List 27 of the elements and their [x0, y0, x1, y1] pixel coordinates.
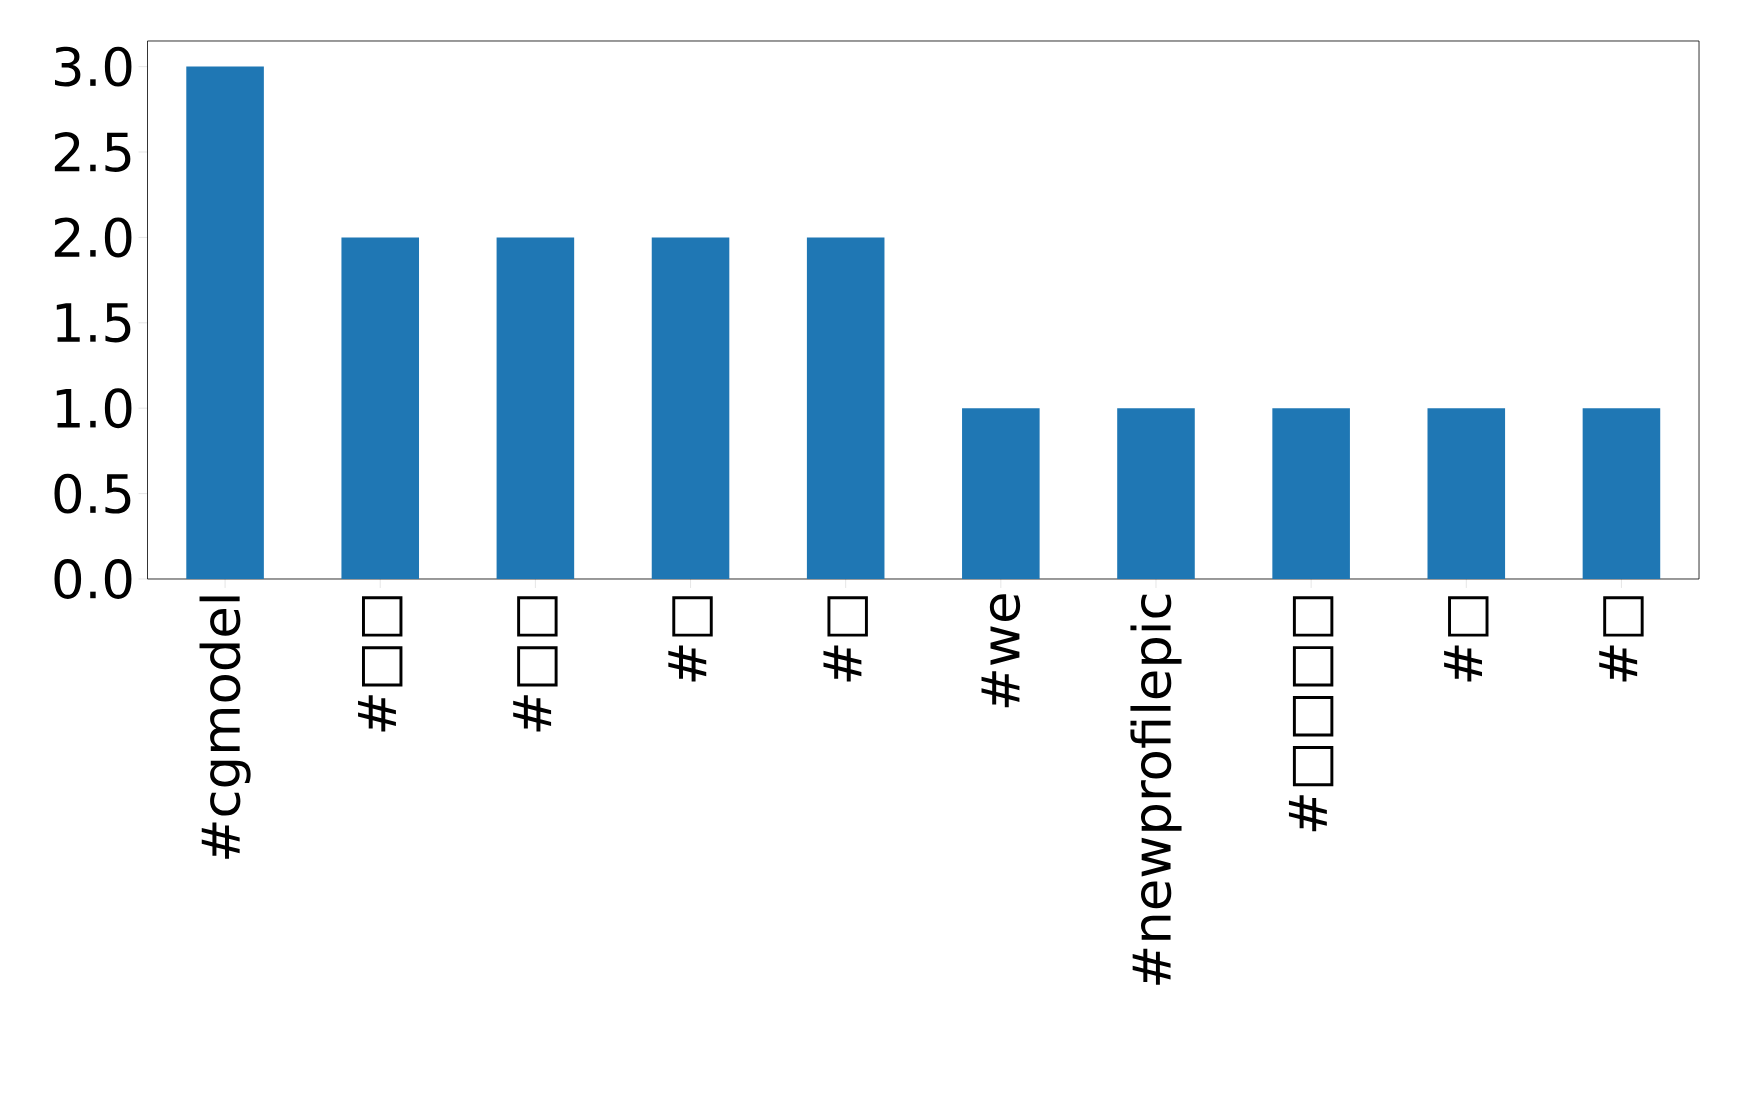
- x-tick-label: #□: [1444, 596, 1489, 682]
- y-tick-label: 3.0: [55, 46, 132, 87]
- bar: [496, 237, 575, 579]
- x-tick-label: #□□: [358, 596, 403, 732]
- x-tick-label: #□□□□: [1288, 596, 1334, 832]
- bar: [806, 237, 885, 579]
- x-tick-label: #we: [981, 594, 1021, 708]
- y-tick-label: 1.5: [56, 303, 131, 343]
- bar: [1427, 408, 1506, 579]
- y-tick-label: 2.5: [54, 132, 131, 172]
- y-tick-label: 0.0: [54, 559, 132, 599]
- bar: [1582, 408, 1661, 579]
- x-tick-label: #□: [668, 596, 713, 682]
- bar: [651, 237, 730, 579]
- bar: [1117, 408, 1195, 579]
- bar: [341, 237, 420, 579]
- x-tick-label: #□: [1599, 596, 1644, 682]
- y-tick-label: 1.0: [56, 388, 132, 429]
- x-tick-label: #□: [823, 596, 868, 682]
- y-tick-label: 0.5: [54, 473, 131, 514]
- x-tick-label: #□□: [513, 596, 558, 732]
- x-tick-label: #cgmodel: [199, 596, 251, 859]
- x-tick-label: #newprofilepic: [1130, 594, 1182, 985]
- bar: [1272, 408, 1350, 579]
- y-tick-label: 2.0: [54, 217, 132, 258]
- bar: [186, 66, 264, 579]
- bar: [962, 408, 1040, 579]
